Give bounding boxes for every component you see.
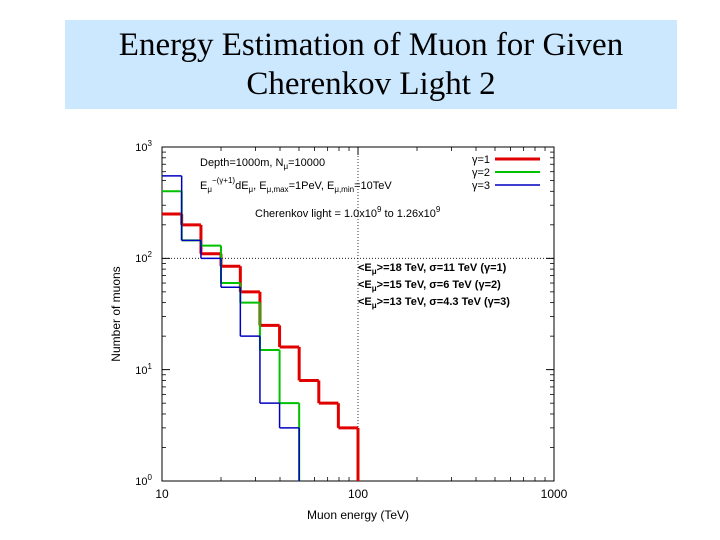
legend: γ=1 γ=2 γ=3 (472, 154, 540, 192)
slide-title-line-1: Energy Estimation of Muon for Given (118, 27, 624, 63)
x-tick-label-100: 100 (348, 487, 368, 501)
annotation-depth: Depth=1000m, Nμ=10000 (200, 157, 325, 171)
annotation-stat-gamma3: <Eμ>=13 TeV, σ=4.3 TeV (γ=3) (358, 296, 510, 310)
y-tick-label-1000: 103 (135, 139, 152, 154)
y-tick-label-10: 101 (135, 362, 152, 377)
y-tick-label-1: 100 (135, 473, 152, 488)
series-gamma3 (162, 175, 300, 481)
y-tick-label-100: 102 (135, 250, 152, 265)
y-axis-label: Number of muons (109, 266, 123, 361)
slide-title: Energy Estimation of Muon for Given Cher… (65, 20, 677, 109)
legend-label-gamma1: γ=1 (472, 154, 490, 166)
annotation-stat-gamma1: <Eμ>=18 TeV, σ=11 TeV (γ=1) (358, 262, 507, 276)
series-gamma1 (162, 212, 360, 481)
grid-lines (161, 146, 555, 482)
series-layer (162, 175, 360, 481)
annotation-cherenkov: Cherenkov light = 1.0x109 to 1.26x109 (255, 205, 441, 220)
annotation-stat-gamma2: <Eμ>=15 TeV, σ=6 TeV (γ=2) (358, 279, 501, 293)
x-tick-label-10: 10 (155, 487, 169, 501)
annotation-spectrum: Eμ−(γ+1)dEμ, Eμ,max=1PeV, Eμ,min=10TeV (200, 176, 392, 194)
x-tick-label-1000: 1000 (541, 487, 568, 501)
legend-label-gamma3: γ=3 (472, 180, 490, 192)
slide-title-line-2: Cherenkov Light 2 (246, 66, 496, 102)
legend-label-gamma2: γ=2 (472, 167, 490, 179)
x-axis-label: Muon energy (TeV) (307, 508, 409, 522)
